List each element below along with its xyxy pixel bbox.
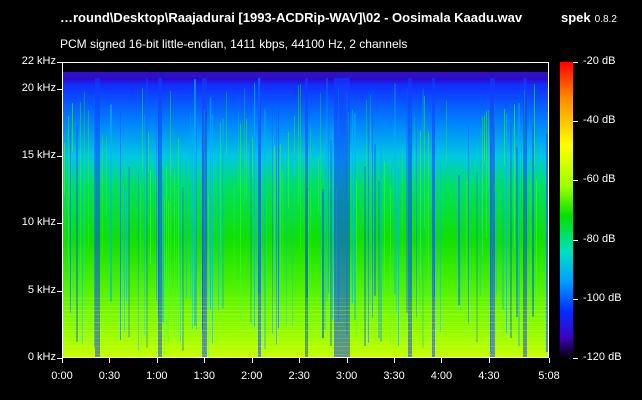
y-tick-mark <box>57 156 62 158</box>
x-tick-mark <box>549 358 550 363</box>
y-tick-mark <box>57 290 62 292</box>
audio-info: PCM signed 16-bit little-endian, 1411 kb… <box>60 37 408 51</box>
y-tick-mark <box>57 358 62 359</box>
x-tick-label: 1:00 <box>146 370 168 382</box>
legend-tick-mark <box>573 239 578 241</box>
x-tick-mark <box>62 358 63 363</box>
x-tick-mark <box>204 358 206 363</box>
y-tick-label: 20 kHz <box>21 81 56 94</box>
app-brand: spek 0.8.2 <box>561 10 617 25</box>
x-tick-mark <box>441 358 443 363</box>
legend-tick-label: -60 dB <box>583 173 616 186</box>
app-name: spek <box>561 10 591 25</box>
x-tick-mark <box>109 358 111 363</box>
legend-tick-label: -40 dB <box>583 114 616 127</box>
x-tick-label: 5:08 <box>538 370 560 382</box>
spectrogram <box>62 62 549 358</box>
x-tick-label: 2:00 <box>241 370 263 382</box>
x-tick-mark <box>251 358 253 363</box>
legend-tick-mark <box>573 121 578 123</box>
db-color-legend <box>560 62 573 358</box>
x-tick-mark <box>488 358 490 363</box>
y-tick-mark <box>57 223 62 225</box>
x-tick-label: 0:00 <box>51 370 73 382</box>
x-tick-mark <box>299 358 301 363</box>
legend-tick-label: -80 dB <box>583 232 616 245</box>
x-tick-label: 0:30 <box>98 370 121 382</box>
legend-tick-label: -120 dB <box>583 351 622 363</box>
x-tick-label: 4:00 <box>430 370 453 382</box>
x-tick-label: 3:30 <box>383 370 405 382</box>
x-tick-mark <box>156 358 158 363</box>
spectrogram-image <box>62 62 549 358</box>
y-tick-mark <box>57 62 62 63</box>
y-tick-label: 22 kHz <box>21 55 56 67</box>
x-tick-mark <box>346 358 348 363</box>
app-version: 0.8.2 <box>594 14 617 25</box>
x-tick-label: 1:30 <box>193 370 215 382</box>
legend-tick-mark <box>573 180 578 182</box>
y-tick-label: 0 kHz <box>27 351 56 363</box>
y-tick-label: 15 kHz <box>21 149 56 162</box>
legend-tick-label: -20 dB <box>583 55 616 67</box>
file-title: …round\Desktop\Raajadurai [1993-ACDRip-W… <box>60 10 523 25</box>
legend-tick-mark <box>573 62 578 63</box>
legend-tick-mark <box>573 298 578 300</box>
x-tick-label: 2:30 <box>288 370 310 382</box>
y-tick-label: 10 kHz <box>21 216 56 229</box>
x-tick-label: 3:00 <box>335 370 358 382</box>
x-tick-mark <box>394 358 396 363</box>
x-tick-label: 4:30 <box>478 370 500 382</box>
legend-tick-mark <box>573 358 578 359</box>
y-tick-mark <box>57 88 62 90</box>
y-tick-label: 5 kHz <box>27 283 56 296</box>
legend-tick-label: -100 dB <box>583 291 622 304</box>
